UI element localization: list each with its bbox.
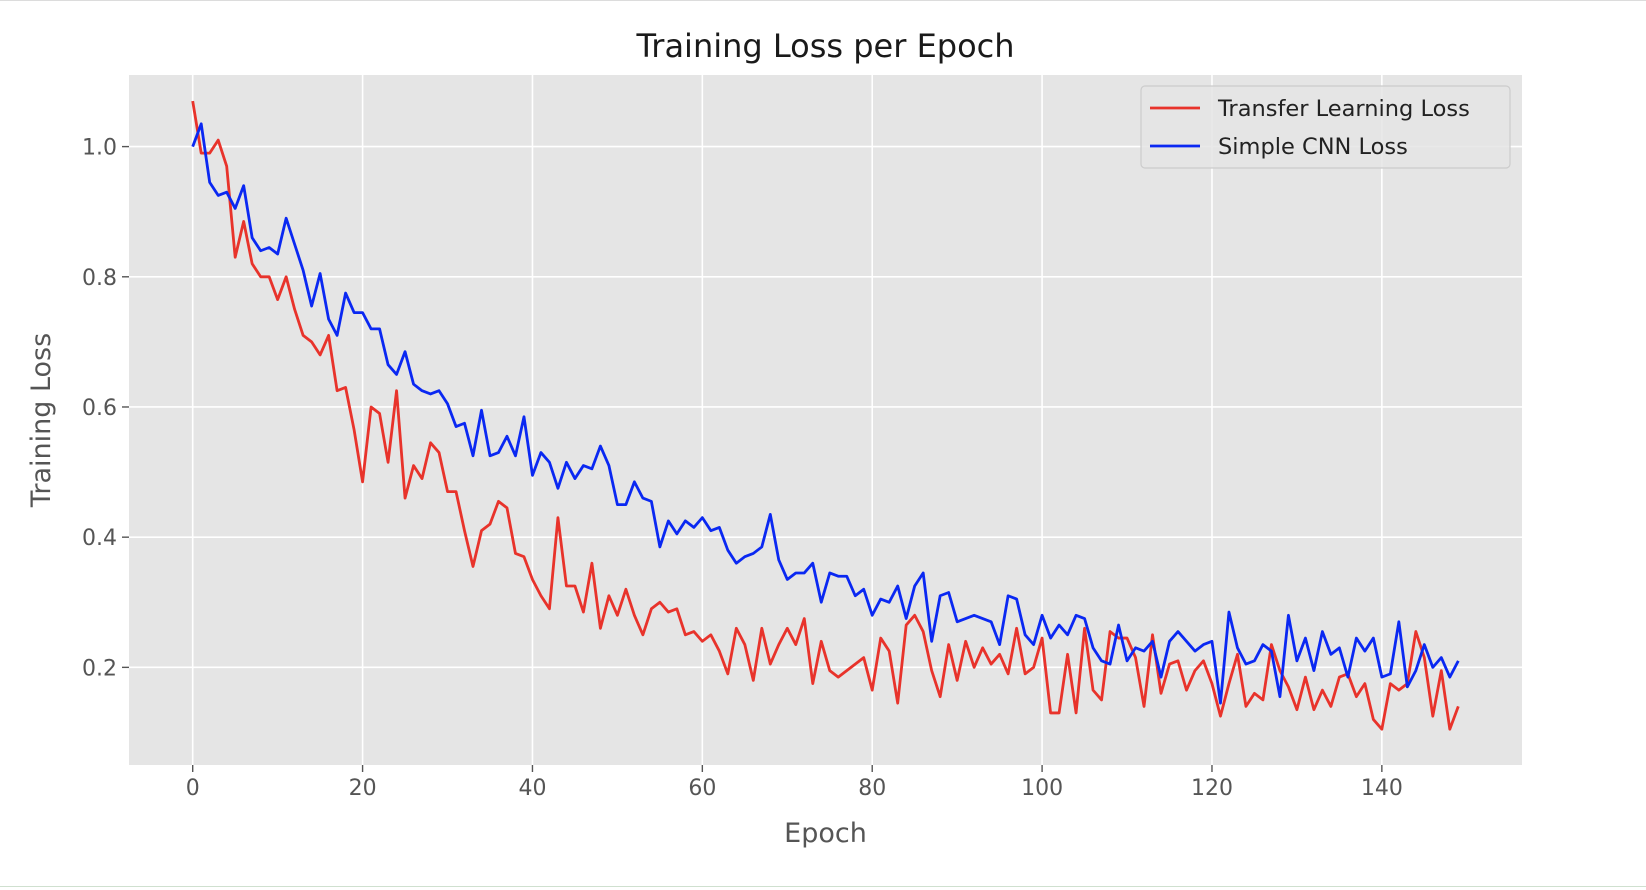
bottom-divider [0, 886, 1646, 887]
y-tick-label: 0.6 [82, 396, 117, 421]
x-tick-label: 140 [1361, 776, 1403, 801]
x-tick-label: 40 [518, 776, 546, 801]
x-tick-label: 100 [1021, 776, 1063, 801]
x-tick-label: 60 [688, 776, 716, 801]
x-tick-label: 0 [186, 776, 200, 801]
x-axis-label: Epoch [784, 818, 867, 849]
x-axis-ticks: 0 20 40 60 80 100 120 140 [186, 765, 1403, 801]
series-transfer-learning [191, 100, 1460, 731]
series-simple-cnn [191, 122, 1460, 705]
x-tick-label: 120 [1191, 776, 1233, 801]
legend-label: Simple CNN Loss [1218, 134, 1408, 160]
chart-title: Training Loss per Epoch [635, 27, 1014, 65]
series-line [191, 122, 1460, 705]
legend: Transfer Learning Loss Simple CNN Loss [1140, 85, 1511, 169]
top-divider [0, 0, 1646, 1]
legend-label: Transfer Learning Loss [1217, 96, 1470, 122]
y-tick-label: 1.0 [82, 136, 117, 161]
series-layer [191, 100, 1460, 731]
plot-area [129, 75, 1522, 765]
series-line [191, 100, 1460, 731]
x-tick-label: 80 [858, 776, 886, 801]
y-tick-label: 0.2 [82, 656, 117, 681]
y-axis-ticks: 0.2 0.4 0.6 0.8 1.0 [82, 136, 129, 681]
y-axis-label: Training Loss [26, 333, 57, 508]
legend-box [1140, 85, 1511, 169]
y-tick-label: 0.4 [82, 526, 117, 551]
y-tick-label: 0.8 [82, 266, 117, 291]
x-tick-label: 20 [349, 776, 377, 801]
